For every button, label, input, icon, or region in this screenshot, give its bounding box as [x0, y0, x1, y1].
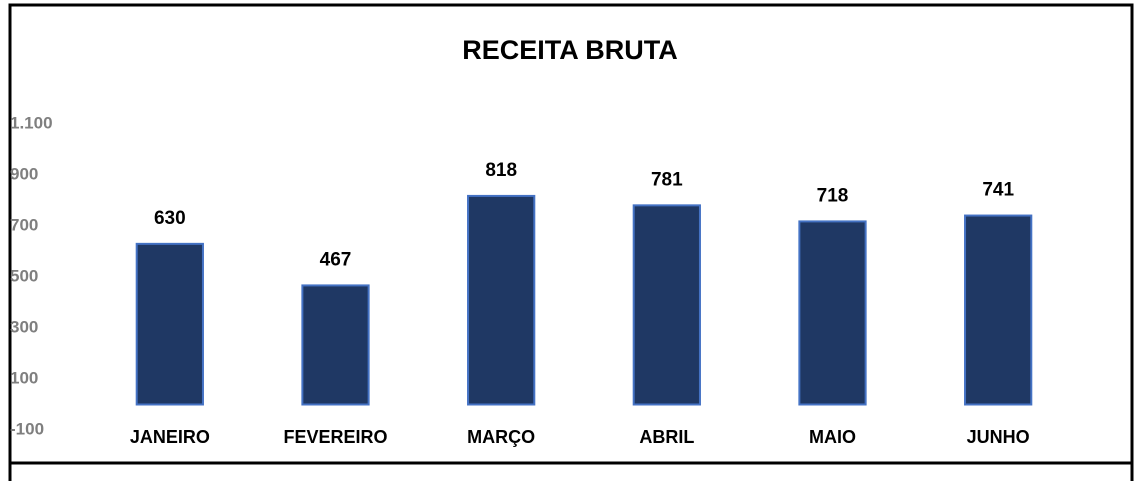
y-tick-label: 300 — [10, 317, 38, 336]
chart-frame — [8, 3, 1134, 465]
x-tick-label: FEVEREIRO — [283, 427, 387, 447]
y-tick-label: -100 — [10, 419, 44, 438]
y-tick-label: 1.100 — [10, 113, 53, 132]
data-label: 741 — [982, 180, 1014, 201]
x-tick-label: MAIO — [809, 427, 856, 447]
data-label: 781 — [651, 169, 683, 190]
bar — [632, 204, 701, 406]
bar — [301, 284, 370, 406]
x-tick-label: JUNHO — [967, 427, 1030, 447]
data-label: 718 — [817, 185, 849, 206]
data-label: 630 — [154, 208, 186, 229]
y-tick-label: 900 — [10, 164, 38, 183]
x-tick-label: ABRIL — [639, 427, 694, 447]
bar — [964, 214, 1033, 406]
bar — [798, 220, 867, 406]
x-tick-label: JANEIRO — [130, 427, 210, 447]
chart-title: RECEITA BRUTA — [462, 35, 678, 65]
data-label: 467 — [320, 249, 352, 270]
bar — [467, 194, 536, 406]
x-tick-label: MARÇO — [467, 427, 535, 447]
y-tick-label: 100 — [10, 368, 38, 387]
bar — [135, 242, 204, 406]
y-tick-label: 500 — [10, 266, 38, 285]
data-label: 818 — [485, 160, 517, 181]
y-tick-label: 700 — [10, 215, 38, 234]
